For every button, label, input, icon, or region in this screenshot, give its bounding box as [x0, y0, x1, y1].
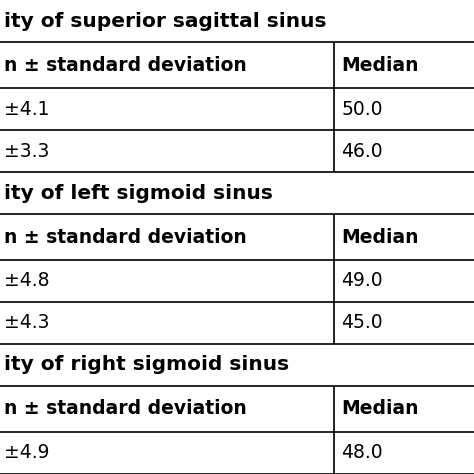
- Text: n ± standard deviation: n ± standard deviation: [4, 228, 246, 246]
- Text: n ± standard deviation: n ± standard deviation: [4, 400, 246, 419]
- Text: ity of left sigmoid sinus: ity of left sigmoid sinus: [4, 183, 273, 202]
- Text: Median: Median: [341, 228, 419, 246]
- Text: ±3.3: ±3.3: [4, 142, 49, 161]
- Text: 48.0: 48.0: [341, 444, 383, 463]
- Text: ±4.3: ±4.3: [4, 313, 49, 332]
- Text: ity of superior sagittal sinus: ity of superior sagittal sinus: [4, 11, 326, 30]
- Text: 46.0: 46.0: [341, 142, 383, 161]
- Text: 49.0: 49.0: [341, 272, 383, 291]
- Text: ±4.1: ±4.1: [4, 100, 49, 118]
- Text: Median: Median: [341, 55, 419, 74]
- Text: ±4.9: ±4.9: [4, 444, 49, 463]
- Text: n ± standard deviation: n ± standard deviation: [4, 55, 246, 74]
- Text: Median: Median: [341, 400, 419, 419]
- Text: ity of right sigmoid sinus: ity of right sigmoid sinus: [4, 356, 289, 374]
- Text: ±4.8: ±4.8: [4, 272, 49, 291]
- Text: 45.0: 45.0: [341, 313, 383, 332]
- Text: 50.0: 50.0: [341, 100, 383, 118]
